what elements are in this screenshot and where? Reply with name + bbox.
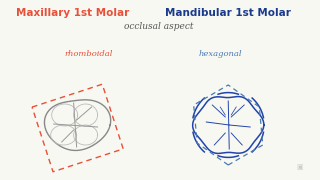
Text: Mandibular 1st Molar: Mandibular 1st Molar [165, 8, 291, 18]
Text: occlusal aspect: occlusal aspect [124, 22, 193, 31]
Text: ▣: ▣ [297, 164, 303, 170]
Text: Maxillary 1st Molar: Maxillary 1st Molar [16, 8, 129, 18]
Text: rhomboidal: rhomboidal [64, 50, 113, 58]
Text: hexagonal: hexagonal [198, 50, 242, 58]
